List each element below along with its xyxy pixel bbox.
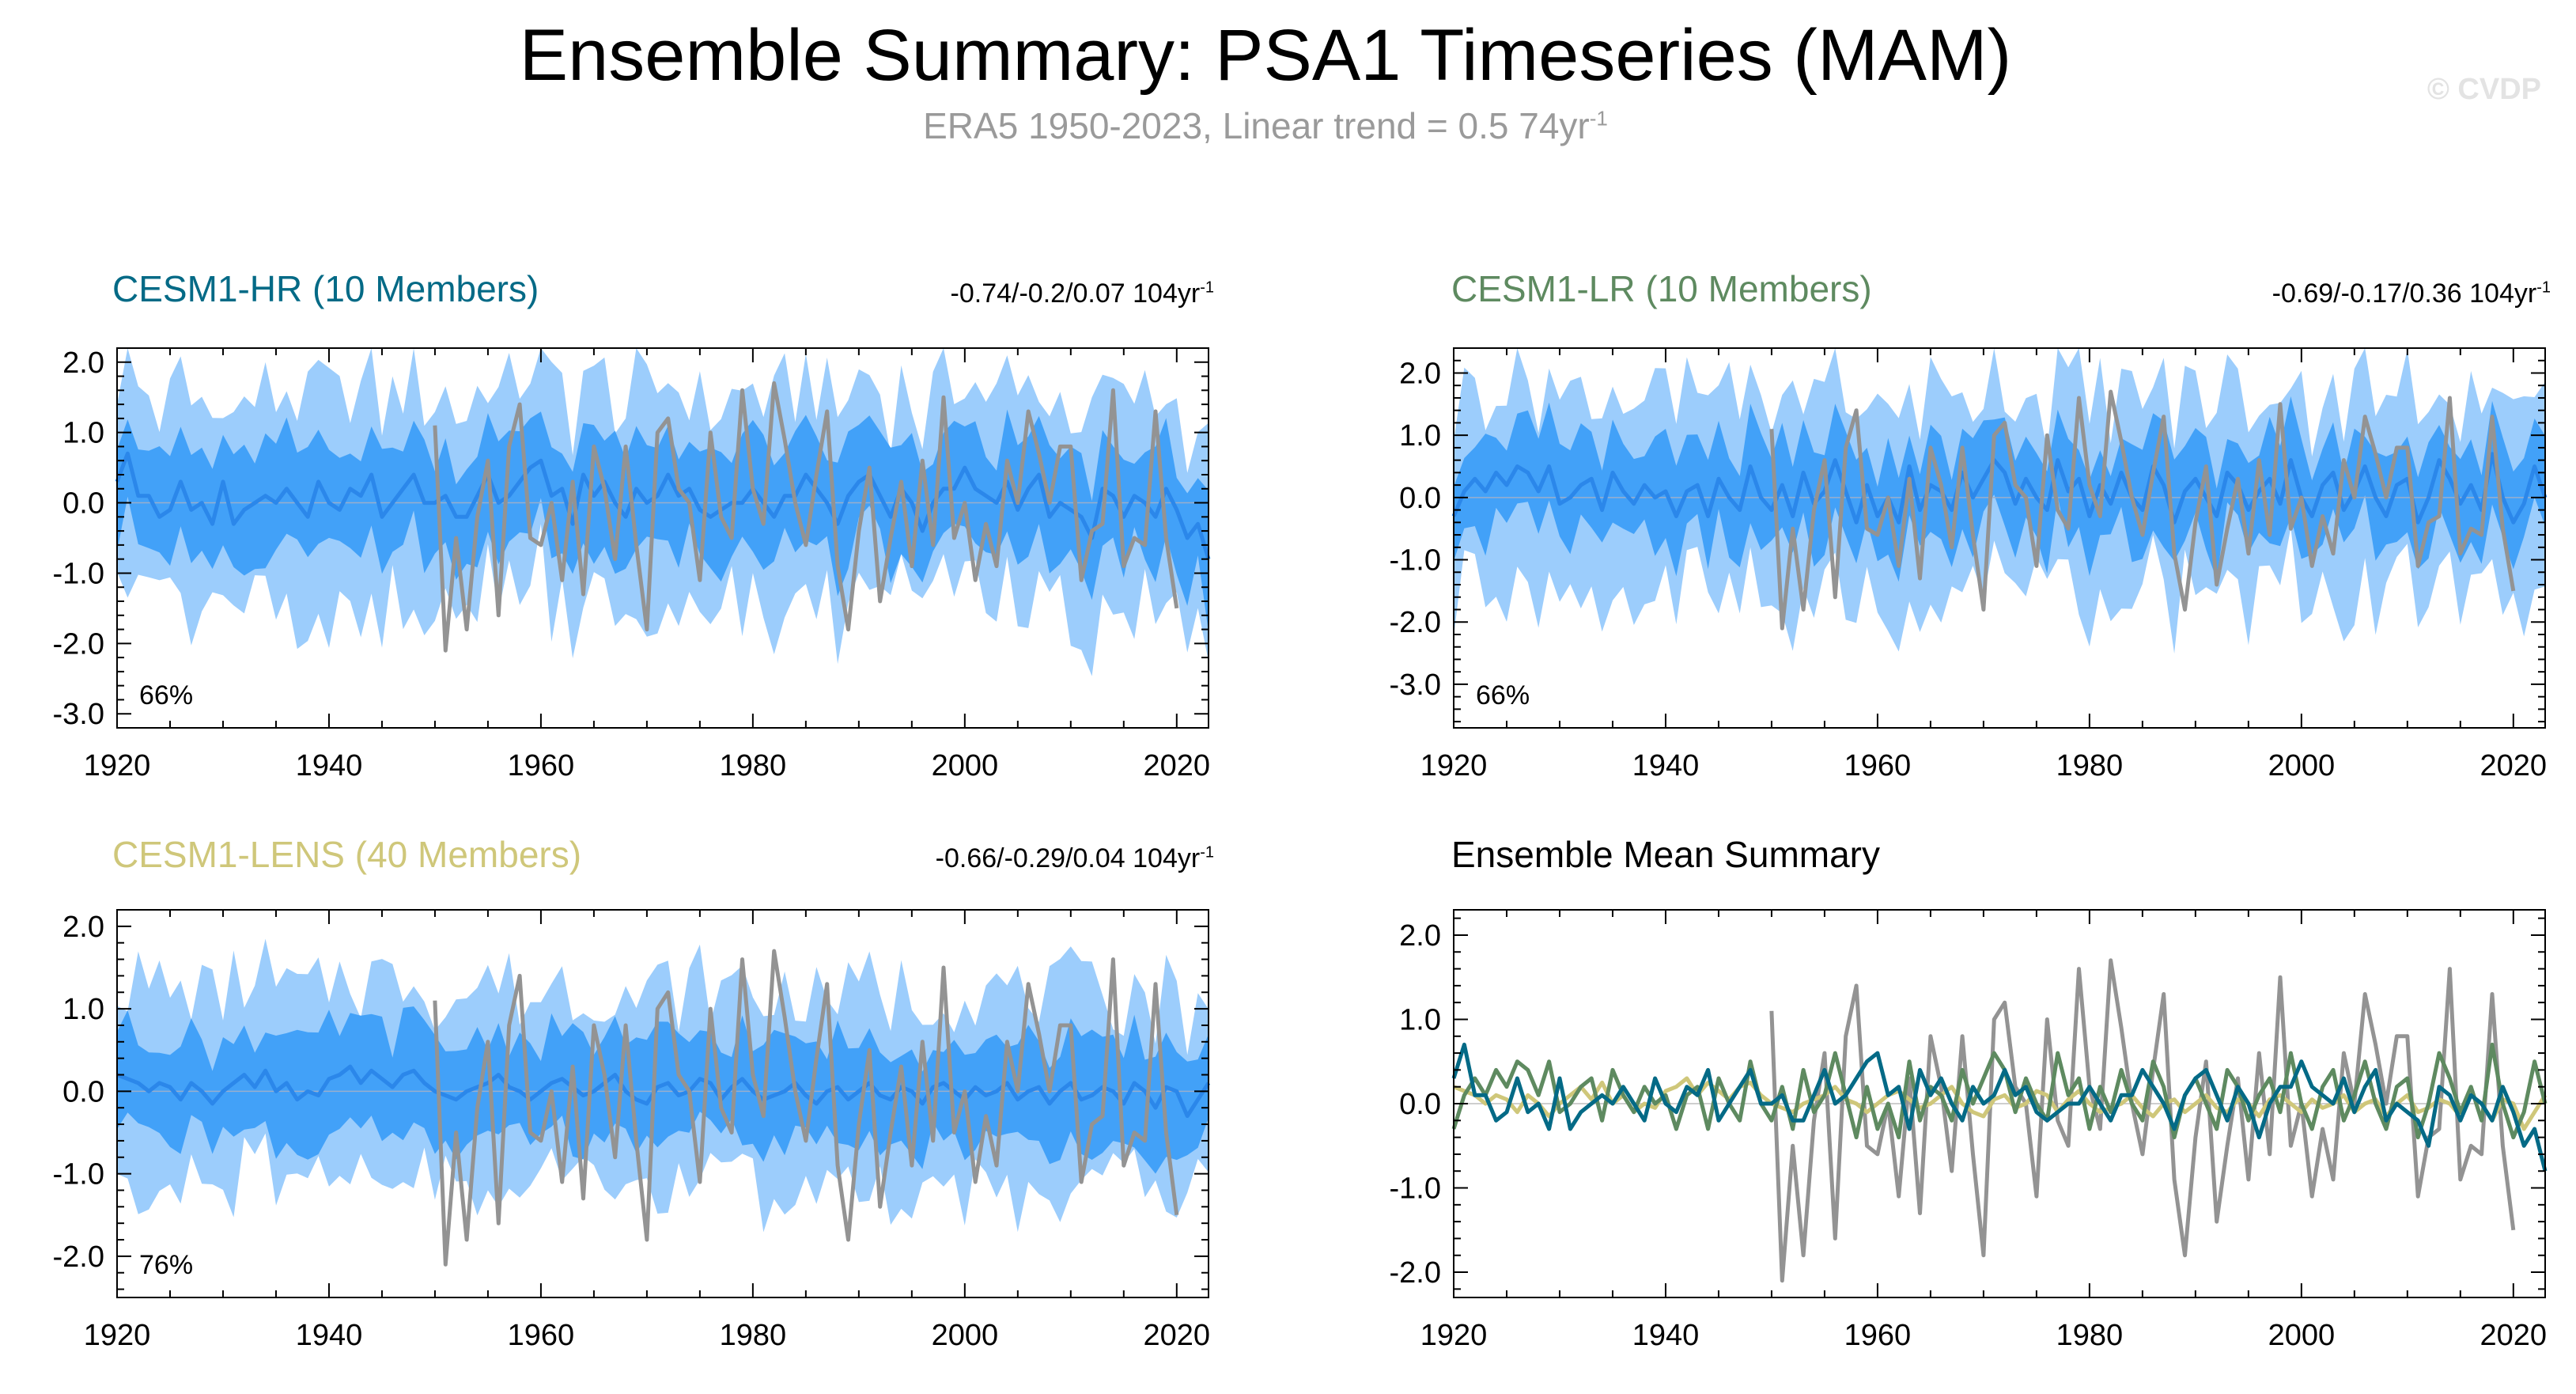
panel-cesm1-lens: 2.0 1.0 0.0 -1.0 -2.0 1920 1940 1960 1980 2000 202… <box>53 909 1211 1352</box>
y-tick-label: -3.0 <box>53 698 104 731</box>
y-tick-label: -2.0 <box>1390 606 1441 639</box>
y-tick-label: -3.0 <box>1390 669 1441 702</box>
plot-frame <box>1453 347 2546 729</box>
x-tick-label: 1920 <box>1420 749 1488 782</box>
x-tick-label: 1960 <box>1844 1319 1912 1352</box>
trend-text: -0.69/-0.17/0.36 104yr <box>2271 278 2537 309</box>
x-tick-label: 2000 <box>932 1319 999 1352</box>
plot-frame <box>116 347 1209 729</box>
x-tick-label: 1920 <box>84 749 151 782</box>
ensemble-mean-line <box>115 451 1211 560</box>
era5-observed-line <box>433 949 1179 1267</box>
inner-spread-band <box>117 1006 1209 1174</box>
y-tick-label: -1.0 <box>53 557 104 590</box>
x-tick-label: 2000 <box>2268 1319 2336 1352</box>
x-tick-label: 1920 <box>84 1319 151 1352</box>
trend-exponent: -1 <box>1200 278 1214 297</box>
trend-text: -0.66/-0.29/0.04 104yr <box>935 843 1201 873</box>
x-tick-label: 1940 <box>296 1319 363 1352</box>
y-tick-label: 2.0 <box>62 347 104 380</box>
cesm1-hr-mean-line <box>1451 1042 2548 1172</box>
panel-title-cesm1-lens: CESM1-LENS (40 Members) <box>112 834 582 875</box>
y-tick-label: -1.0 <box>53 1158 104 1191</box>
trend-exponent: -1 <box>2536 278 2551 297</box>
y-tick-label: -2.0 <box>53 627 104 661</box>
inner-spread-band <box>117 409 1209 633</box>
trend-exponent: -1 <box>1200 843 1214 862</box>
ensemble-mean-line <box>1451 452 2548 525</box>
panel-title-cesm1-lr: CESM1-LR (10 Members) <box>1451 268 1872 309</box>
percent-annotation: 76% <box>139 1250 193 1280</box>
y-tick-label: 2.0 <box>62 911 104 944</box>
plot-frame <box>116 909 1209 1298</box>
x-tick-label: 2020 <box>2480 1319 2548 1352</box>
y-tick-label: -1.0 <box>1390 544 1441 578</box>
x-tick-label: 1980 <box>720 749 787 782</box>
inner-spread-band <box>1454 396 2545 582</box>
trend-label-cesm1-lr: -0.69/-0.17/0.36 104yr-1 <box>2128 278 2551 309</box>
era5-observed-line <box>1769 958 2516 1283</box>
y-tick-label: 2.0 <box>1399 919 1441 953</box>
y-tick-label: -2.0 <box>53 1241 104 1274</box>
percent-annotation: 66% <box>1476 680 1530 710</box>
y-tick-label: 0.0 <box>62 1075 104 1108</box>
x-tick-label: 1980 <box>2056 1319 2124 1352</box>
panel-cesm1-hr: 2.0 1.0 0.0 -1.0 -2.0 -3.0 1920 1940 1960 1980 200… <box>53 347 1211 782</box>
subtitle-exponent: -1 <box>1589 106 1608 131</box>
x-tick-label: 1980 <box>720 1319 787 1352</box>
y-tick-label: 2.0 <box>1399 357 1441 390</box>
y-tick-label: 0.0 <box>1399 482 1441 515</box>
y-tick-label: 0.0 <box>62 487 104 521</box>
y-tick-label: 1.0 <box>62 993 104 1026</box>
trend-label-cesm1-hr: -0.74/-0.2/0.07 104yr-1 <box>791 278 1214 309</box>
trend-label-cesm1-lens: -0.66/-0.29/0.04 104yr-1 <box>791 843 1214 874</box>
panel-title-ensemble-mean: Ensemble Mean Summary <box>1451 834 1880 875</box>
panel-ensemble-mean-summary: 2.0 1.0 0.0 -1.0 -2.0 1920 1940 1960 1980 2000 202… <box>1390 909 2548 1352</box>
y-tick-label: 0.0 <box>1399 1088 1441 1121</box>
figure-subtitle: ERA5 1950-2023, Linear trend = 0.5 74yr-… <box>0 104 2531 147</box>
y-tick-label: 1.0 <box>1399 1003 1441 1036</box>
x-tick-label: 2020 <box>1144 1319 1211 1352</box>
x-tick-label: 1940 <box>296 749 363 782</box>
y-tick-label: -1.0 <box>1390 1172 1441 1206</box>
y-tick-label: 1.0 <box>62 417 104 450</box>
trend-text: -0.74/-0.2/0.07 104yr <box>950 278 1201 309</box>
x-tick-label: 2000 <box>932 749 999 782</box>
x-tick-label: 1960 <box>508 749 575 782</box>
x-tick-label: 1980 <box>2056 749 2124 782</box>
era5-observed-line <box>1769 389 2516 631</box>
figure-title: Ensemble Summary: PSA1 Timeseries (MAM) <box>519 15 2012 96</box>
x-tick-label: 2020 <box>1144 749 1211 782</box>
x-tick-label: 1960 <box>1844 749 1912 782</box>
ensemble-mean-line <box>116 1064 1211 1119</box>
x-tick-label: 1940 <box>1632 749 1700 782</box>
x-tick-label: 1940 <box>1632 1319 1700 1352</box>
era5-observed-line <box>433 381 1179 653</box>
y-tick-label: 1.0 <box>1399 419 1441 453</box>
x-tick-label: 1960 <box>508 1319 575 1352</box>
subtitle-text: ERA5 1950-2023, Linear trend = 0.5 74yr <box>923 105 1590 146</box>
x-tick-label: 2000 <box>2268 749 2336 782</box>
x-tick-label: 2020 <box>2480 749 2548 782</box>
percent-annotation: 66% <box>139 680 193 710</box>
cvdp-watermark: © CVDP <box>2427 73 2541 106</box>
y-tick-label: -2.0 <box>1390 1256 1441 1290</box>
panel-cesm1-lr: 2.0 1.0 0.0 -1.0 -2.0 -3.0 1920 1940 1960 1980 200… <box>1390 347 2548 782</box>
panel-title-cesm1-hr: CESM1-HR (10 Members) <box>112 268 539 309</box>
x-tick-label: 1920 <box>1420 1319 1488 1352</box>
